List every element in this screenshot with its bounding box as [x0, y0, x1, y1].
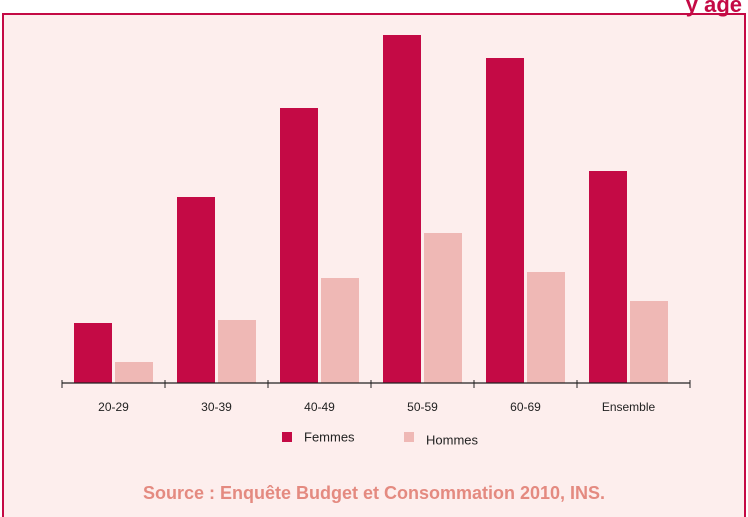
bar [280, 108, 318, 383]
bar [177, 197, 215, 383]
bar [527, 272, 565, 383]
legend-swatch [282, 432, 292, 442]
x-tick-label: 30-39 [201, 400, 232, 414]
x-tick-label: 40-49 [304, 400, 335, 414]
bar [630, 301, 668, 383]
bar [321, 278, 359, 383]
legend-swatch [404, 432, 414, 442]
x-tick-label: 20-29 [98, 400, 129, 414]
bar [424, 233, 462, 383]
chart-title: y âge [686, 0, 742, 17]
legend-label: Hommes [426, 432, 479, 447]
x-tick-label: 50-59 [407, 400, 438, 414]
bar [589, 171, 627, 383]
bar [486, 58, 524, 383]
legend-label: Femmes [304, 429, 355, 444]
bar [218, 320, 256, 383]
x-tick-label: 60-69 [510, 400, 541, 414]
x-tick-label: Ensemble [602, 400, 656, 414]
bar [74, 323, 112, 383]
bar [383, 35, 421, 383]
source: Source : Enquête Budget et Consommation … [143, 483, 605, 503]
frame [2, 13, 746, 517]
bar [115, 362, 153, 383]
